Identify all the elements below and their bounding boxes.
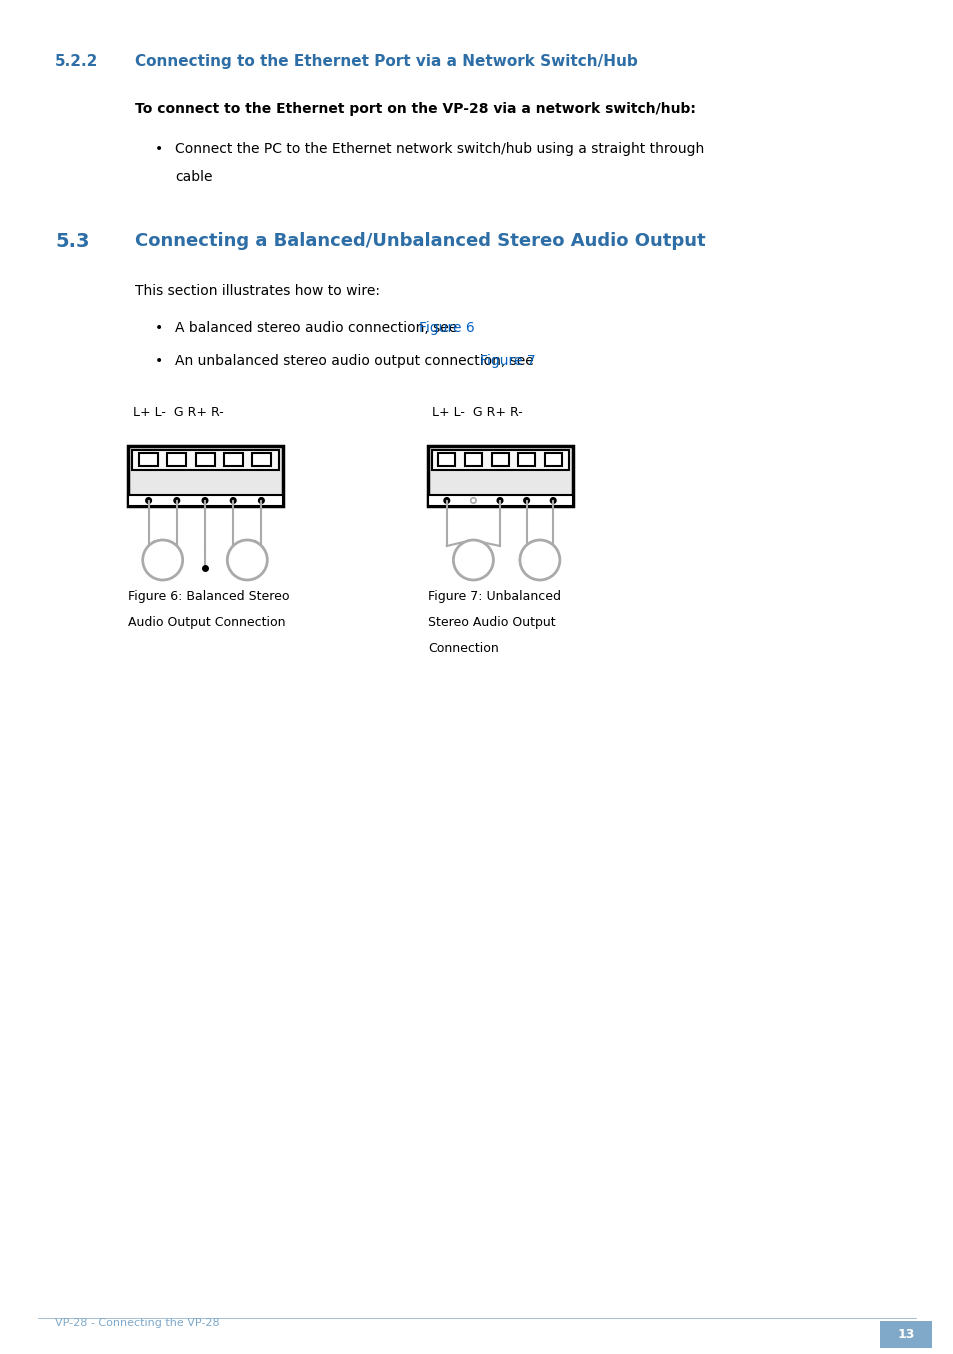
Text: 5.2.2: 5.2.2 [55, 54, 98, 69]
Bar [252, 454, 271, 467]
Bar [195, 454, 214, 467]
Text: •: • [154, 321, 163, 334]
Circle shape [227, 540, 267, 580]
Bar [431, 450, 568, 470]
Text: •: • [154, 353, 163, 368]
Bar [879, 1322, 931, 1349]
Bar [132, 450, 278, 470]
Circle shape [143, 540, 183, 580]
Text: Figure 6: Balanced Stereo: Figure 6: Balanced Stereo [128, 590, 289, 603]
Circle shape [470, 498, 476, 504]
Circle shape [444, 498, 449, 504]
Bar [427, 445, 572, 506]
Text: 5.3: 5.3 [55, 232, 90, 250]
Text: Figure 6: Figure 6 [418, 321, 475, 334]
Bar [167, 454, 186, 467]
Text: Connect the PC to the Ethernet network switch/hub using a straight through: Connect the PC to the Ethernet network s… [174, 142, 703, 156]
Text: 13: 13 [897, 1328, 914, 1340]
Text: An unbalanced stereo audio output connection, see: An unbalanced stereo audio output connec… [174, 353, 537, 368]
Text: Audio Output Connection: Audio Output Connection [128, 616, 285, 630]
Text: Connecting to the Ethernet Port via a Network Switch/Hub: Connecting to the Ethernet Port via a Ne… [135, 54, 638, 69]
Circle shape [497, 498, 502, 504]
Circle shape [523, 498, 529, 504]
Text: Figure 7: Figure 7 [479, 353, 535, 368]
Bar [139, 454, 158, 467]
Bar [128, 496, 282, 506]
Circle shape [258, 498, 264, 504]
Text: To connect to the Ethernet port on the VP-28 via a network switch/hub:: To connect to the Ethernet port on the V… [135, 102, 695, 116]
Bar [491, 454, 508, 467]
Text: VP-28 - Connecting the VP-28: VP-28 - Connecting the VP-28 [55, 1317, 219, 1328]
Bar [223, 454, 242, 467]
Circle shape [519, 540, 559, 580]
Circle shape [146, 498, 152, 504]
Text: Stereo Audio Output: Stereo Audio Output [428, 616, 555, 630]
Text: Connecting a Balanced/Unbalanced Stereo Audio Output: Connecting a Balanced/Unbalanced Stereo … [135, 232, 705, 250]
Text: Connection: Connection [428, 642, 498, 655]
Text: This section illustrates how to wire:: This section illustrates how to wire: [135, 284, 379, 298]
Circle shape [202, 498, 208, 504]
Bar [437, 454, 455, 467]
Text: L+ L-  G R+ R-: L+ L- G R+ R- [432, 406, 522, 418]
Text: A balanced stereo audio connection, see: A balanced stereo audio connection, see [174, 321, 461, 334]
Text: L+ L-  G R+ R-: L+ L- G R+ R- [132, 406, 224, 418]
Circle shape [173, 498, 179, 504]
Bar [128, 445, 282, 506]
Bar [427, 496, 572, 506]
Text: Figure 7: Unbalanced: Figure 7: Unbalanced [428, 590, 560, 603]
Circle shape [453, 540, 493, 580]
Bar [517, 454, 535, 467]
Bar [544, 454, 561, 467]
Circle shape [550, 498, 556, 504]
Text: cable: cable [174, 171, 213, 184]
Bar [464, 454, 481, 467]
Circle shape [231, 498, 235, 504]
Text: •: • [154, 142, 163, 156]
